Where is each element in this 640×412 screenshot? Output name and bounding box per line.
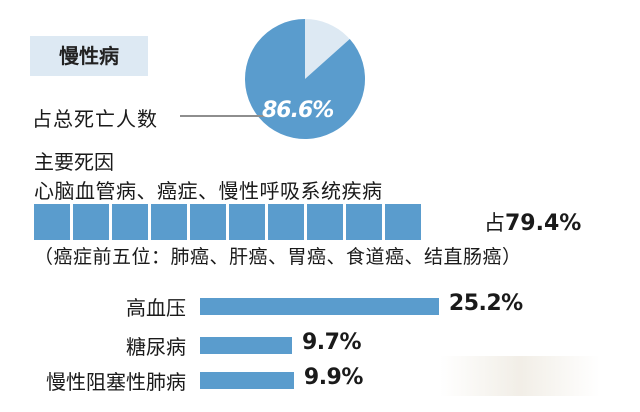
bar: [200, 337, 292, 354]
share-block: [346, 204, 382, 240]
bar: [200, 372, 294, 389]
causes-heading: 主要死因: [34, 146, 114, 175]
pie-value-label: 86.6%: [262, 98, 333, 123]
share-block: [112, 204, 148, 240]
share-block: [229, 204, 265, 240]
bar-category-label: 高血压: [0, 292, 186, 321]
share-block: [385, 204, 421, 240]
cancer-top5-note: （癌症前五位：肺癌、肝癌、胃癌、食道癌、结直肠癌）: [34, 242, 522, 269]
share-block: [34, 204, 70, 240]
bar: [200, 298, 439, 315]
share-block: [151, 204, 187, 240]
pie-label: 占总死亡人数: [32, 103, 158, 132]
watermark-blur: [440, 356, 600, 396]
bar-value-label: 9.9%: [304, 365, 363, 390]
causes-list: 心脑血管病、癌症、慢性呼吸系统疾病: [34, 175, 383, 204]
share-block: [73, 204, 109, 240]
share-block: [307, 204, 343, 240]
share-block: [190, 204, 226, 240]
bar-value-label: 25.2%: [449, 291, 523, 316]
share-block-row: [34, 204, 394, 240]
share-block: [268, 204, 304, 240]
category-title: 慢性病: [30, 36, 148, 76]
causes-share-value: 79.4%: [505, 211, 581, 236]
bar-value-label: 9.7%: [302, 330, 361, 355]
leader-line: [180, 115, 268, 117]
bar-category-label: 糖尿病: [0, 331, 186, 360]
causes-share-label: 占79.4%: [484, 207, 581, 237]
causes-share-prefix: 占: [484, 211, 505, 235]
pie-chart: [240, 14, 370, 144]
bar-category-label: 慢性阻塞性肺病: [0, 366, 186, 395]
